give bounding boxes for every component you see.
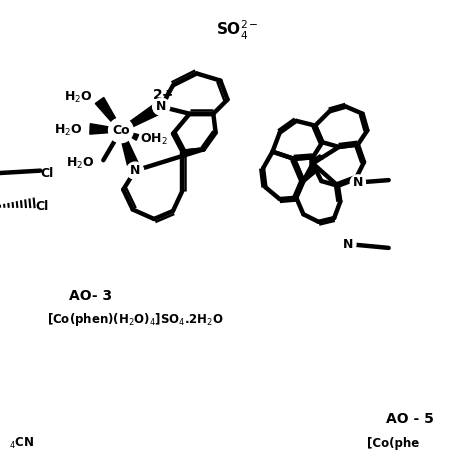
Circle shape xyxy=(127,162,144,179)
Text: [Co(phe: [Co(phe xyxy=(367,437,419,450)
Text: $_4$CN: $_4$CN xyxy=(9,436,35,451)
Text: Cl: Cl xyxy=(36,200,49,213)
Polygon shape xyxy=(95,98,122,131)
Polygon shape xyxy=(120,101,164,132)
Text: AO- 3: AO- 3 xyxy=(69,289,112,303)
Text: N: N xyxy=(353,176,363,189)
Polygon shape xyxy=(121,130,139,140)
Text: N: N xyxy=(130,164,140,177)
Text: Co: Co xyxy=(112,124,130,137)
Text: H$_2$O: H$_2$O xyxy=(66,156,95,171)
Polygon shape xyxy=(119,130,141,173)
Text: 2+: 2+ xyxy=(153,88,174,102)
Circle shape xyxy=(153,98,170,115)
Text: N: N xyxy=(156,100,166,113)
Text: N: N xyxy=(343,237,354,251)
Circle shape xyxy=(350,175,365,190)
Text: Cl: Cl xyxy=(40,166,54,180)
Circle shape xyxy=(109,118,133,143)
Circle shape xyxy=(341,237,356,252)
Text: H$_2$O: H$_2$O xyxy=(64,90,92,105)
Text: [Co(phen)(H$_2$O)$_4$]SO$_4$.2H$_2$O: [Co(phen)(H$_2$O)$_4$]SO$_4$.2H$_2$O xyxy=(47,311,224,328)
Text: OH$_2$: OH$_2$ xyxy=(140,132,168,147)
Text: H$_2$O: H$_2$O xyxy=(55,123,83,138)
Polygon shape xyxy=(90,124,121,134)
Text: SO$_4^{2-}$: SO$_4^{2-}$ xyxy=(216,19,258,42)
Text: AO - 5: AO - 5 xyxy=(386,412,434,427)
